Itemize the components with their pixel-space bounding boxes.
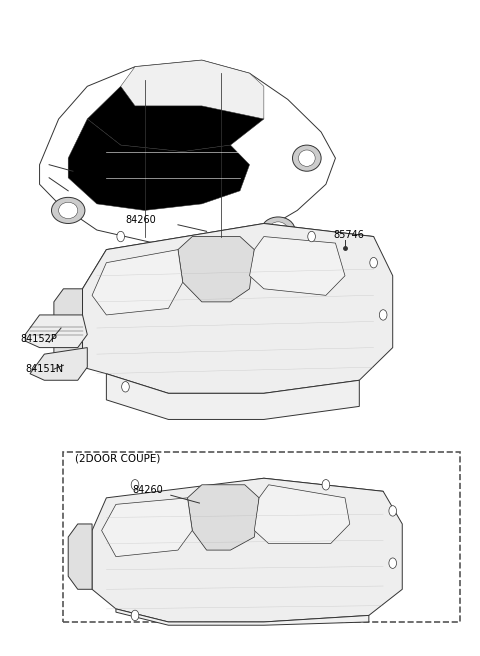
- Text: 85746: 85746: [333, 230, 364, 240]
- Polygon shape: [107, 374, 360, 419]
- Circle shape: [389, 506, 396, 516]
- Ellipse shape: [59, 202, 78, 218]
- Polygon shape: [178, 237, 254, 302]
- Polygon shape: [68, 119, 250, 211]
- Ellipse shape: [299, 150, 315, 167]
- Polygon shape: [63, 289, 83, 367]
- Polygon shape: [83, 224, 393, 394]
- Polygon shape: [92, 478, 402, 622]
- Circle shape: [379, 310, 387, 320]
- Ellipse shape: [51, 197, 85, 224]
- Circle shape: [121, 382, 129, 392]
- Polygon shape: [68, 524, 92, 589]
- Ellipse shape: [292, 145, 321, 171]
- Polygon shape: [102, 498, 192, 557]
- Polygon shape: [188, 485, 259, 550]
- Polygon shape: [250, 237, 345, 295]
- Circle shape: [322, 480, 330, 490]
- Circle shape: [389, 558, 396, 568]
- Polygon shape: [107, 478, 383, 531]
- Polygon shape: [116, 609, 369, 625]
- Polygon shape: [120, 60, 264, 119]
- Text: 84152P: 84152P: [21, 335, 57, 344]
- Ellipse shape: [269, 222, 288, 238]
- Polygon shape: [87, 80, 264, 152]
- Circle shape: [131, 610, 139, 621]
- Circle shape: [117, 232, 124, 242]
- Polygon shape: [92, 250, 183, 315]
- Circle shape: [370, 257, 377, 268]
- Text: (2DOOR COUPE): (2DOOR COUPE): [75, 454, 161, 464]
- Circle shape: [308, 232, 315, 242]
- Polygon shape: [83, 224, 373, 289]
- Polygon shape: [25, 315, 87, 348]
- Circle shape: [131, 480, 139, 490]
- Polygon shape: [254, 485, 350, 544]
- Polygon shape: [30, 348, 87, 380]
- Ellipse shape: [262, 217, 295, 243]
- Text: 84260: 84260: [132, 485, 163, 495]
- Polygon shape: [54, 289, 83, 367]
- Text: 84260: 84260: [125, 215, 156, 226]
- Text: 84151N: 84151N: [25, 365, 63, 375]
